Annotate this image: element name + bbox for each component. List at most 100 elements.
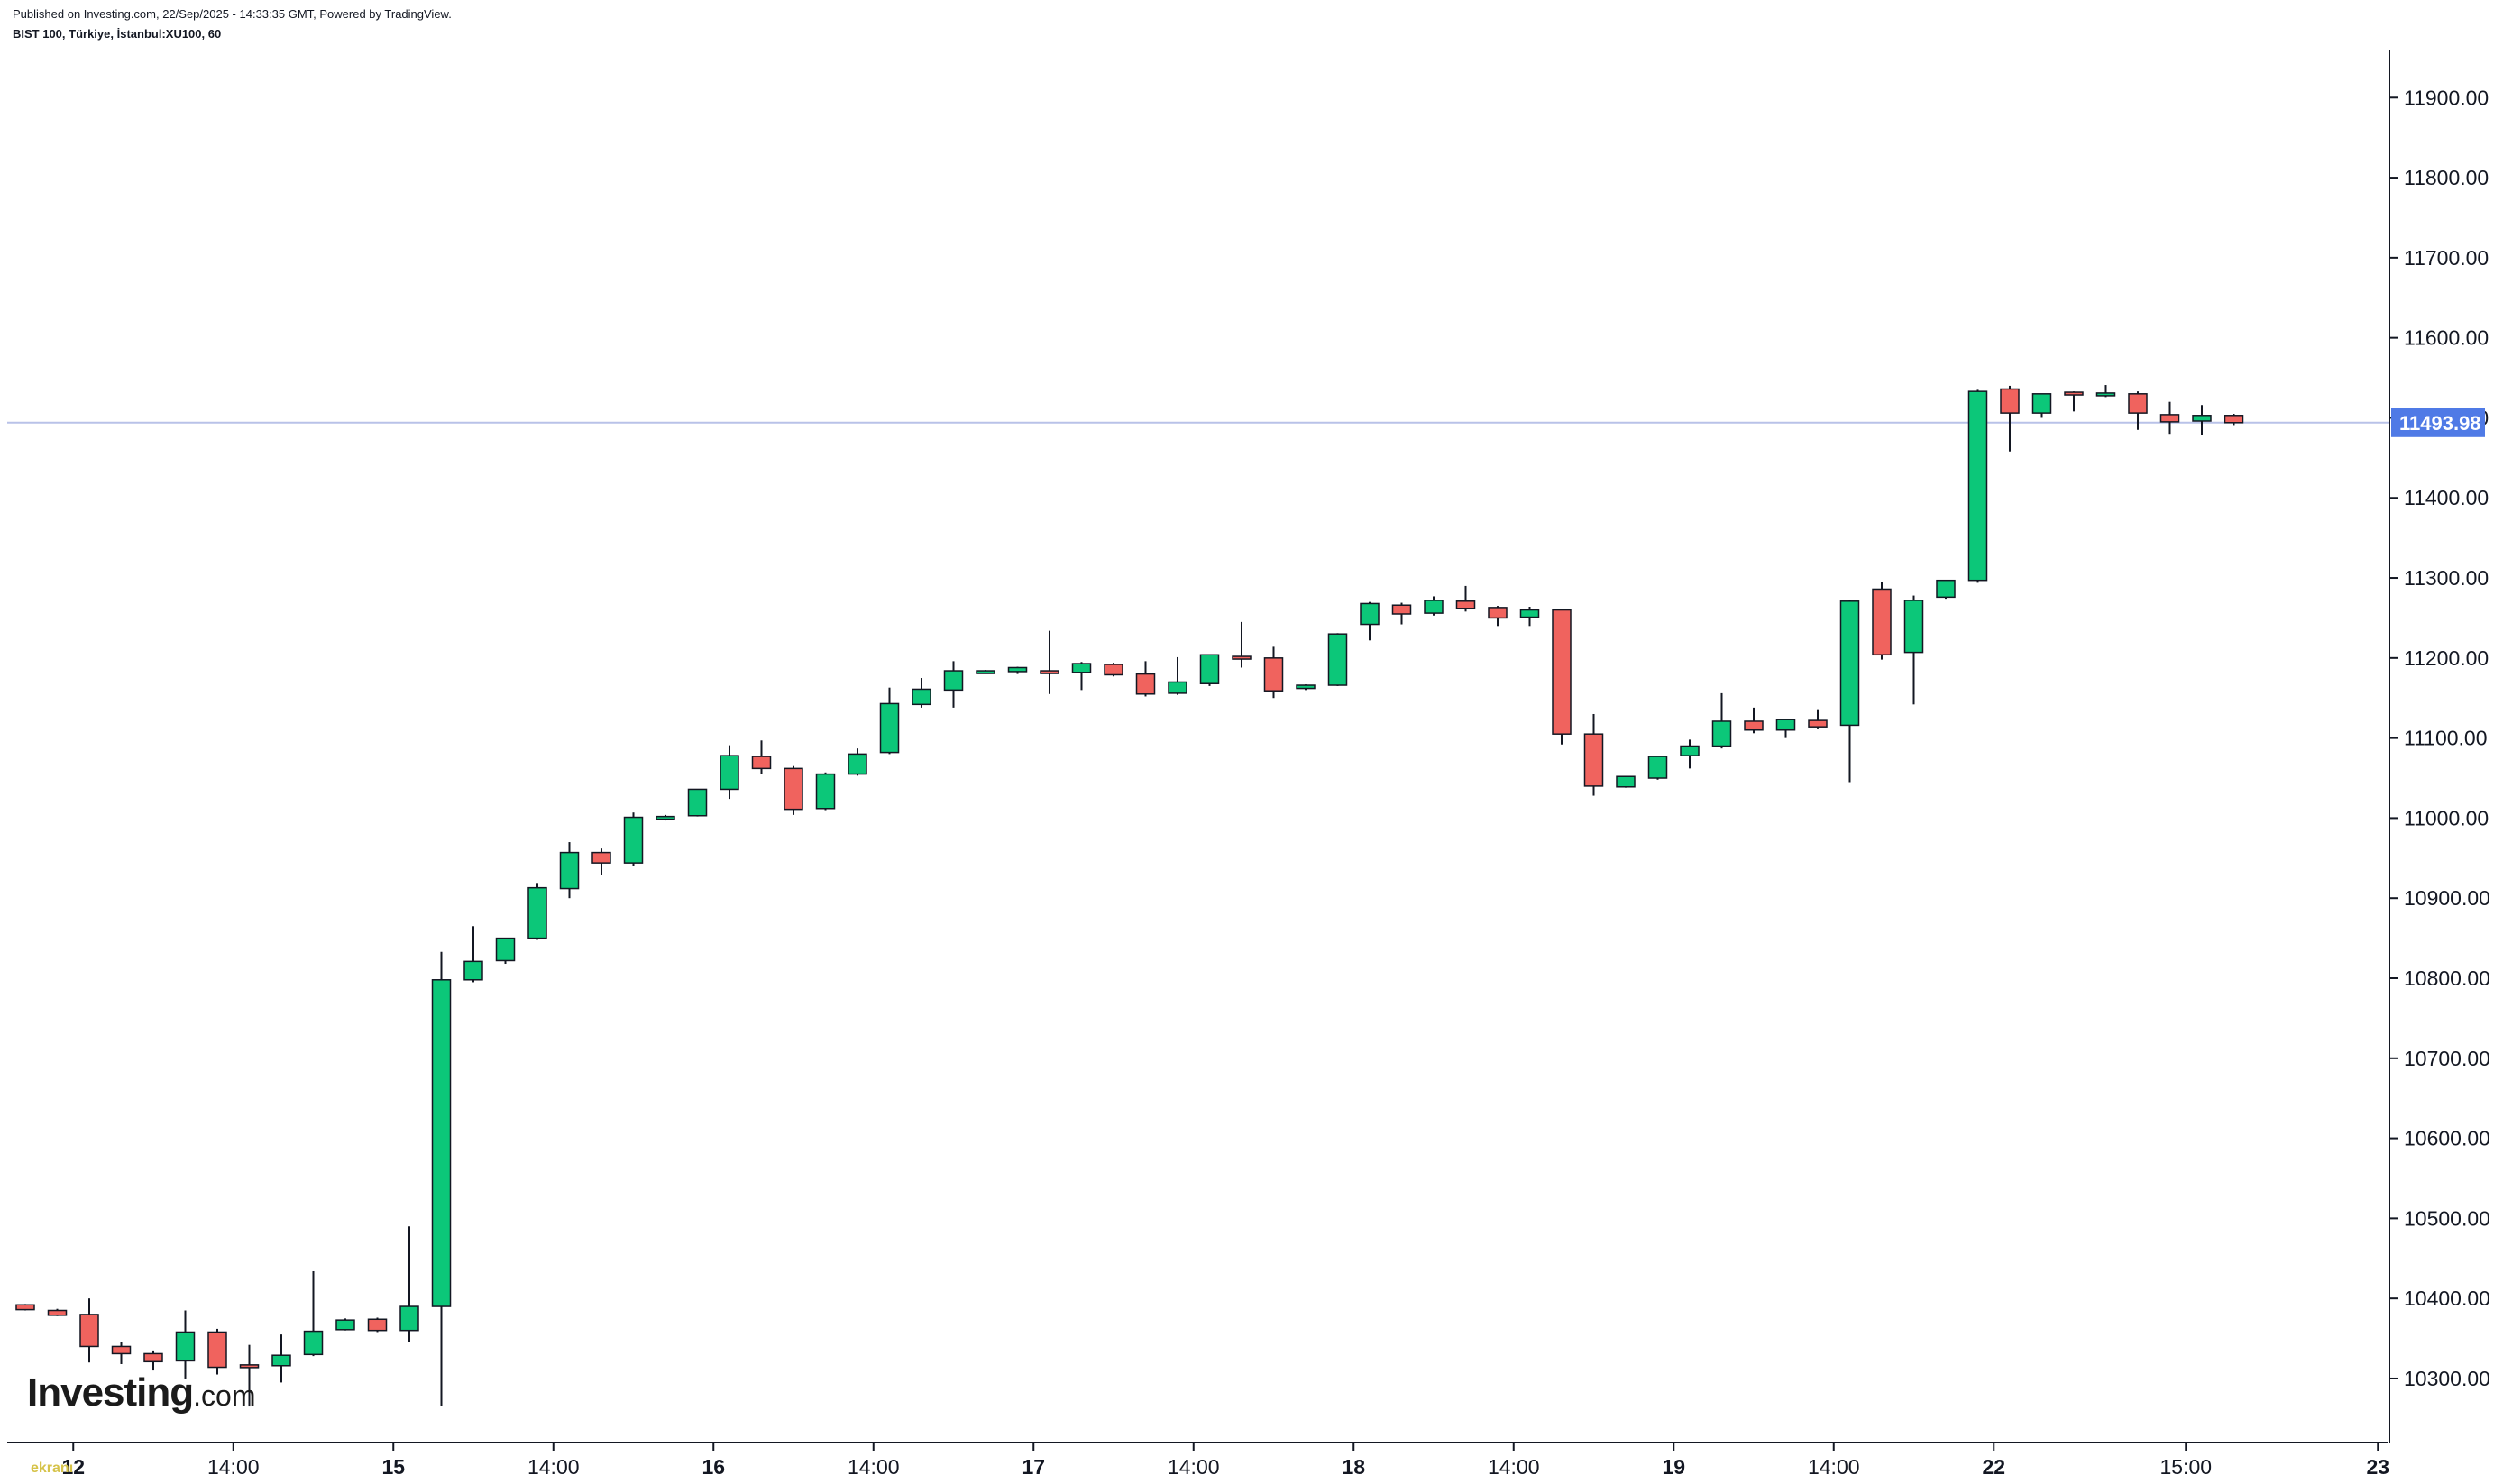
candle-up bbox=[1007, 666, 1028, 674]
candle-body bbox=[656, 815, 675, 820]
candle-down bbox=[207, 1328, 227, 1375]
x-tick-label: 14:00 bbox=[848, 1455, 900, 1479]
candle-up bbox=[879, 687, 900, 755]
candle-down bbox=[784, 765, 803, 815]
candle-body bbox=[879, 702, 900, 754]
candle-body bbox=[207, 1331, 227, 1369]
logo-suffix: .com bbox=[193, 1379, 256, 1412]
candle-up bbox=[1199, 654, 1220, 686]
candle-body bbox=[367, 1318, 388, 1332]
candles bbox=[15, 385, 2244, 1407]
candle-body bbox=[1903, 600, 1924, 654]
candle-up bbox=[1647, 756, 1668, 780]
y-tick-label: 11800.00 bbox=[2404, 166, 2489, 189]
published-line: Published on Investing.com, 22/Sep/2025 … bbox=[13, 7, 452, 21]
candle-body bbox=[1040, 670, 1059, 674]
candle-down bbox=[79, 1298, 99, 1363]
candle-up bbox=[1903, 595, 1924, 705]
y-tick-label: 11700.00 bbox=[2404, 246, 2489, 270]
candle-up bbox=[399, 1226, 419, 1342]
x-tick-label: 14:00 bbox=[1488, 1455, 1540, 1479]
candle-body bbox=[1872, 588, 1892, 656]
candle-up bbox=[687, 788, 708, 817]
x-tick-label: 16 bbox=[701, 1455, 725, 1479]
candle-body bbox=[1808, 719, 1828, 728]
candle-up bbox=[623, 812, 644, 866]
candle-down bbox=[2128, 391, 2148, 430]
candle-body bbox=[1647, 756, 1668, 779]
candle-body bbox=[815, 773, 836, 810]
x-tick-label: 14:00 bbox=[1168, 1455, 1220, 1479]
candle-down bbox=[239, 1344, 260, 1407]
candle-up bbox=[527, 883, 547, 940]
candle-down bbox=[1040, 630, 1059, 694]
candle-up bbox=[848, 748, 867, 776]
candle-up bbox=[2192, 405, 2212, 435]
candle-up bbox=[175, 1310, 196, 1379]
candle-up bbox=[2031, 393, 2052, 418]
y-tick-label: 10900.00 bbox=[2404, 886, 2490, 910]
candle-up bbox=[1680, 739, 1700, 769]
candle-body bbox=[943, 670, 964, 692]
candle-up bbox=[335, 1318, 355, 1331]
candle-up bbox=[1967, 389, 1988, 583]
candle-body bbox=[623, 816, 644, 864]
candle-up bbox=[1360, 601, 1380, 641]
candle-body bbox=[1168, 681, 1187, 694]
logo-text: Investing bbox=[27, 1370, 194, 1415]
candle-body bbox=[1263, 657, 1284, 692]
y-tick-label: 11300.00 bbox=[2404, 566, 2489, 590]
last-price-label: 11493.98 bbox=[2399, 412, 2481, 435]
candle-body bbox=[1616, 775, 1636, 788]
candle-body bbox=[1104, 664, 1123, 676]
candle-body bbox=[79, 1314, 99, 1348]
y-tick-label: 10400.00 bbox=[2404, 1287, 2490, 1310]
candle-body bbox=[1199, 654, 1220, 684]
candle-down bbox=[591, 848, 611, 875]
x-tick-label: 17 bbox=[1022, 1455, 1045, 1479]
candle-up bbox=[656, 814, 675, 821]
candle-body bbox=[2064, 391, 2084, 396]
x-tick-label: 19 bbox=[1662, 1455, 1685, 1479]
candle-body bbox=[1391, 604, 1412, 615]
candle-down bbox=[1808, 709, 1828, 729]
candle-down bbox=[1135, 661, 1156, 697]
candle-body bbox=[1424, 600, 1444, 614]
candle-body bbox=[751, 756, 772, 770]
x-tick-label: 14:00 bbox=[1808, 1455, 1860, 1479]
candle-down bbox=[1744, 707, 1764, 734]
y-tick-label: 11600.00 bbox=[2404, 326, 2489, 350]
candle-up bbox=[1839, 600, 1860, 783]
candle-body bbox=[1680, 745, 1700, 756]
candle-body bbox=[1775, 719, 1796, 731]
y-tick-label: 10500.00 bbox=[2404, 1206, 2490, 1230]
candle-up bbox=[1071, 662, 1092, 691]
candle-body bbox=[111, 1345, 132, 1355]
candle-body bbox=[143, 1352, 163, 1363]
candle-down bbox=[1552, 609, 1572, 745]
candle-body bbox=[1519, 609, 1540, 618]
candle-down bbox=[2224, 414, 2244, 426]
candle-up bbox=[1616, 775, 1636, 788]
candle-up bbox=[1424, 596, 1444, 616]
candle-body bbox=[335, 1319, 355, 1331]
x-tick-label: 12 bbox=[61, 1455, 85, 1479]
candle-down bbox=[1488, 606, 1508, 627]
candle-body bbox=[1296, 684, 1316, 690]
candle-up bbox=[271, 1334, 291, 1383]
candle-down bbox=[2000, 385, 2020, 452]
y-tick-label: 10600.00 bbox=[2404, 1127, 2490, 1150]
candle-up bbox=[1775, 719, 1796, 738]
candle-up bbox=[1936, 579, 1956, 600]
candle-down bbox=[1263, 646, 1284, 699]
candle-down bbox=[367, 1317, 388, 1333]
candle-down bbox=[15, 1304, 35, 1311]
candle-body bbox=[1488, 607, 1508, 619]
candle-body bbox=[431, 979, 452, 1307]
y-tick-label: 11400.00 bbox=[2404, 486, 2489, 509]
candle-up bbox=[720, 745, 739, 800]
candle-body bbox=[559, 851, 580, 890]
price-axis: 11900.0011800.0011700.0011600.0011500.00… bbox=[2389, 50, 2490, 1443]
candle-down bbox=[1872, 582, 1892, 660]
